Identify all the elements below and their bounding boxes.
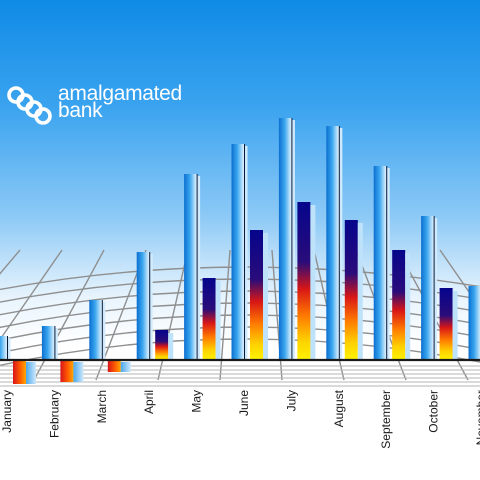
heat-bar-september xyxy=(392,250,406,360)
grid-ray xyxy=(439,249,480,310)
month-label-march: March xyxy=(95,390,109,423)
heat-bar-february xyxy=(60,360,74,382)
month-label-july: July xyxy=(284,390,298,411)
heat-bar-side xyxy=(263,233,268,360)
heat-bar-april xyxy=(155,330,169,360)
heat-bar-side xyxy=(215,281,221,360)
bar-may xyxy=(184,174,198,360)
month-label-august: August xyxy=(332,389,346,427)
bar-january xyxy=(0,336,8,360)
bar-september xyxy=(373,166,387,360)
bar-august xyxy=(326,126,340,360)
month-labels: January February March April May June July Augu… xyxy=(0,389,480,448)
heat-bar-august xyxy=(344,220,358,360)
bar-october xyxy=(421,216,435,360)
heat-bar-side xyxy=(405,253,411,360)
month-label-january: January xyxy=(0,390,14,433)
linked-rings-logo-icon xyxy=(7,86,52,125)
bar-november xyxy=(468,286,480,360)
heat-bar-side xyxy=(120,362,131,372)
grid-ray xyxy=(0,249,21,275)
month-label-april: April xyxy=(142,390,156,414)
month-label-november: November xyxy=(474,390,480,445)
heat-bar-october xyxy=(439,288,453,360)
heat-bar-january xyxy=(13,360,26,384)
grid-ray xyxy=(219,249,231,381)
heat-bar-march xyxy=(107,360,121,372)
month-label-october: October xyxy=(427,390,441,433)
month-label-may: May xyxy=(190,390,204,413)
heat-bar-may xyxy=(202,278,216,360)
heat-bar-side xyxy=(357,223,363,360)
bar-june xyxy=(231,144,245,360)
logo-text-bank: bank xyxy=(58,99,103,122)
heat-bar-side xyxy=(26,362,36,384)
heat-bar-july xyxy=(297,202,311,360)
logo-text-amalgamated: amalgamated xyxy=(58,82,182,105)
heat-bar-side xyxy=(73,362,84,382)
bars-group xyxy=(0,118,480,384)
amalgamated-bank-logo: amalgamated bank xyxy=(6,80,206,130)
month-label-june: June xyxy=(237,390,251,416)
grid-ray xyxy=(0,249,63,341)
bar-july xyxy=(278,118,292,360)
heat-bar-side xyxy=(452,291,458,360)
heat-bar-side xyxy=(310,205,316,360)
heat-bar-side xyxy=(168,333,174,360)
bar-april xyxy=(136,252,150,360)
month-label-february: February xyxy=(47,390,61,438)
bar-february xyxy=(41,326,55,360)
heat-bar-june xyxy=(250,230,263,360)
month-label-september: September xyxy=(379,390,393,449)
bar-march xyxy=(89,300,103,360)
